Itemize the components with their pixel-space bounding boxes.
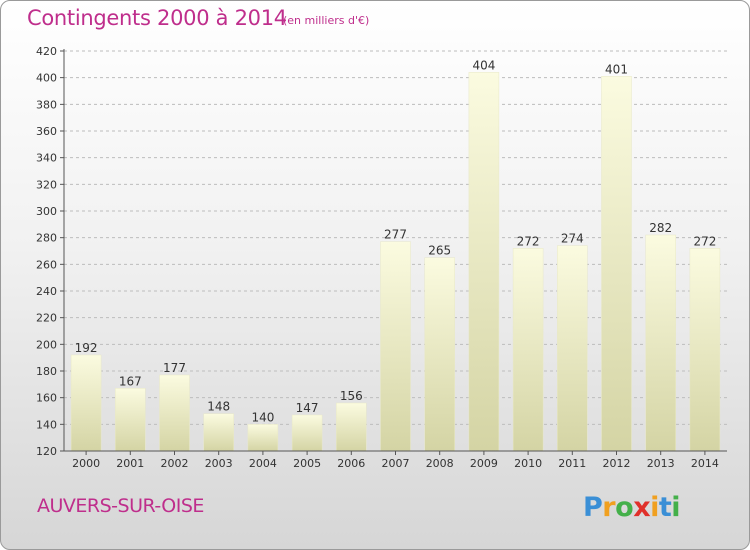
data-label-2011: 274 [561, 232, 584, 246]
y-tick-label: 280 [36, 232, 57, 245]
x-tick-label-2001: 2001 [116, 457, 144, 470]
x-tick-label-2004: 2004 [249, 457, 277, 470]
data-label-2000: 192 [75, 341, 98, 355]
bar-2009 [468, 72, 500, 452]
bar-2007 [380, 241, 411, 452]
bar-2001 [115, 388, 146, 452]
y-tick-label: 320 [36, 178, 57, 191]
data-label-2006: 156 [340, 389, 363, 403]
bar-2013 [645, 234, 676, 452]
commune-name: AUVERS-SUR-OISE [37, 495, 204, 517]
data-label-2007: 277 [384, 228, 407, 242]
proxiti-logo: Proxiti [583, 492, 681, 523]
y-tick-label: 360 [36, 125, 57, 138]
chart-subtitle: (en milliers d'€) [283, 14, 370, 27]
bar-2002 [159, 374, 190, 452]
bar-2004 [247, 424, 279, 452]
x-tick-label-2011: 2011 [558, 457, 586, 470]
data-label-2002: 177 [163, 361, 186, 375]
y-tick-label: 180 [36, 365, 57, 378]
bar-2000 [70, 354, 102, 452]
chart-title: Contingents 2000 à 2014 [27, 6, 287, 30]
x-tick-label-2012: 2012 [603, 457, 631, 470]
x-tick-label-2009: 2009 [470, 457, 498, 470]
y-tick-label: 400 [36, 72, 57, 85]
x-tick-label-2003: 2003 [205, 457, 233, 470]
y-tick-label: 160 [36, 392, 57, 405]
x-tick-label-2005: 2005 [293, 457, 321, 470]
data-label-2005: 147 [296, 401, 319, 415]
data-label-2001: 167 [119, 374, 142, 388]
bar-2003 [203, 413, 234, 452]
x-tick-label-2002: 2002 [161, 457, 189, 470]
bar-2011 [557, 245, 588, 452]
data-label-2008: 265 [428, 244, 451, 258]
y-tick-label: 340 [36, 152, 57, 165]
y-tick-label: 380 [36, 98, 57, 111]
x-tick-label-2014: 2014 [691, 457, 719, 470]
bar-2014 [689, 248, 721, 452]
bar-2012 [601, 76, 632, 452]
x-tick-label-2007: 2007 [382, 457, 410, 470]
bar-2006 [336, 402, 367, 452]
data-label-2012: 401 [605, 62, 628, 76]
x-tick-label-2010: 2010 [514, 457, 542, 470]
y-tick-label: 120 [36, 445, 57, 458]
x-tick-label-2000: 2000 [72, 457, 100, 470]
data-label-2014: 272 [693, 234, 716, 248]
y-tick-label: 420 [36, 45, 57, 58]
y-tick-label: 200 [36, 338, 57, 351]
data-label-2010: 272 [517, 234, 540, 248]
y-tick-label: 240 [36, 285, 57, 298]
bar-2008 [424, 257, 455, 452]
data-label-2013: 282 [649, 221, 672, 235]
x-tick-label-2008: 2008 [426, 457, 454, 470]
x-tick-label-2013: 2013 [647, 457, 675, 470]
y-tick-label: 260 [36, 258, 57, 271]
data-label-2003: 148 [207, 400, 230, 414]
bar-2010 [512, 248, 544, 452]
data-label-2004: 140 [251, 410, 274, 424]
y-tick-label: 140 [36, 418, 57, 431]
data-label-2009: 404 [472, 58, 495, 72]
y-tick-label: 300 [36, 205, 57, 218]
y-tick-label: 220 [36, 312, 57, 325]
bar-2005 [291, 414, 323, 452]
svg-text:Proxiti: Proxiti [583, 492, 680, 523]
x-tick-label-2006: 2006 [337, 457, 365, 470]
